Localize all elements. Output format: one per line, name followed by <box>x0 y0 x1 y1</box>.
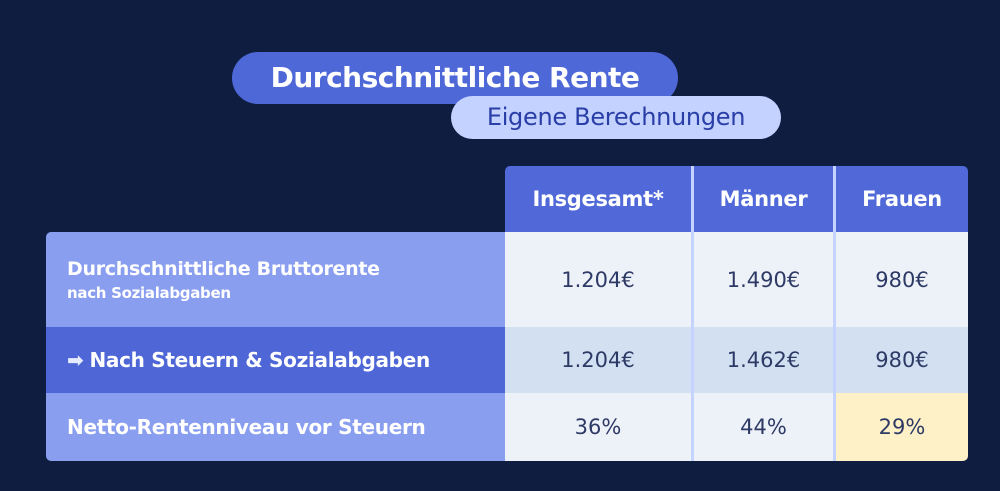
cell-nach-steuern-insgesamt: 1.204€ <box>505 327 691 393</box>
cell-rentenniveau-frauen-highlight: 29% <box>836 393 968 461</box>
column-divider <box>833 166 836 461</box>
row-label-main: Nach Steuern & Sozialabgaben <box>89 348 430 372</box>
subtitle-pill: Eigene Berechnungen <box>451 96 781 139</box>
cell-nach-steuern-maenner: 1.462€ <box>694 327 833 393</box>
row-label-sub: nach Sozialabgaben <box>67 283 231 302</box>
cell-rentenniveau-insgesamt: 36% <box>505 393 691 461</box>
arrow-right-icon: ➡ <box>67 348 84 372</box>
cell-nach-steuern-frauen: 980€ <box>836 327 968 393</box>
title-pill: Durchschnittliche Rente <box>232 52 678 104</box>
column-header-maenner: Männer <box>694 166 833 232</box>
row-label-rentenniveau: Netto-Rentenniveau vor Steuern <box>46 393 505 461</box>
cell-bruttorente-maenner: 1.490€ <box>694 232 833 327</box>
column-divider <box>691 166 694 461</box>
row-label-nach-steuern: ➡ Nach Steuern & Sozialabgaben <box>46 327 505 393</box>
cell-bruttorente-frauen: 980€ <box>836 232 968 327</box>
column-header-frauen: Frauen <box>836 166 968 232</box>
row-label-bruttorente: Durchschnittliche Bruttorente nach Sozia… <box>46 232 505 327</box>
column-header-insgesamt: Insgesamt* <box>505 166 691 232</box>
row-label-main: Durchschnittliche Bruttorente <box>67 257 380 280</box>
cell-rentenniveau-maenner: 44% <box>694 393 833 461</box>
cell-bruttorente-insgesamt: 1.204€ <box>505 232 691 327</box>
row-label-main: Netto-Rentenniveau vor Steuern <box>67 415 426 439</box>
